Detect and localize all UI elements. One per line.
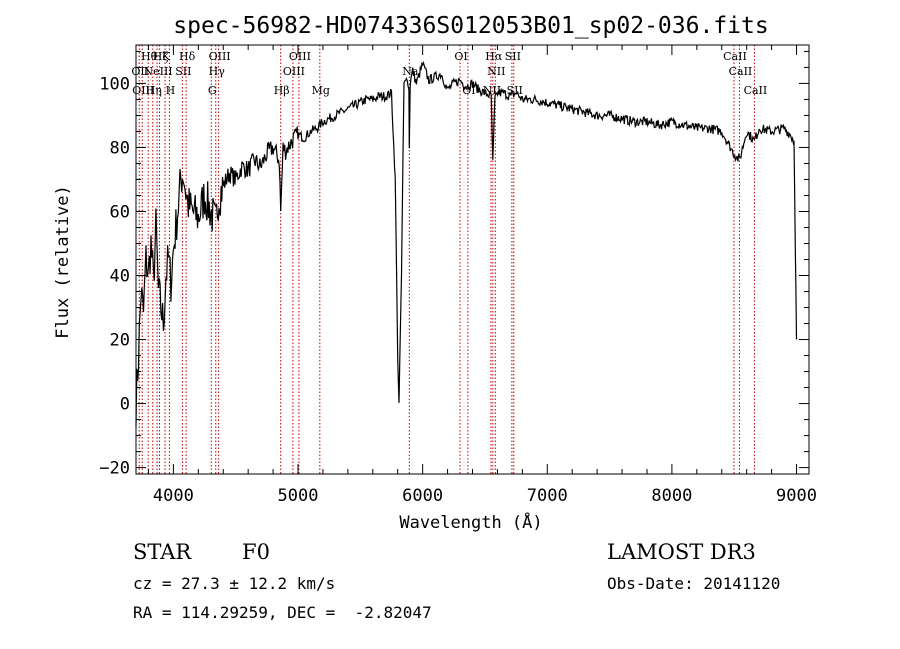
x-tick-label: 7000 bbox=[527, 486, 568, 506]
spectral-line-label: CaII bbox=[729, 65, 753, 78]
y-tick-label: 20 bbox=[110, 331, 130, 351]
x-tick-label: 6000 bbox=[402, 486, 443, 506]
spectral-line-label: NeIII bbox=[143, 65, 172, 78]
y-tick-label: 100 bbox=[99, 74, 130, 94]
spectral-line-label: OIII bbox=[209, 50, 231, 63]
subclass: F0 bbox=[242, 540, 270, 564]
y-tick-label: 40 bbox=[110, 267, 130, 287]
spectral-line-label: Hη bbox=[146, 84, 162, 97]
chart-title: spec-56982-HD074336S012053B01_sp02-036.f… bbox=[173, 13, 768, 39]
flux-series-line bbox=[135, 60, 798, 427]
y-tick-label: 80 bbox=[110, 138, 130, 158]
x-tick-label: 5000 bbox=[278, 486, 319, 506]
y-tick-label: 0 bbox=[120, 395, 130, 415]
spectral-line-label: Hα bbox=[485, 50, 503, 63]
spectral-line-label: CaII bbox=[744, 84, 768, 97]
spectral-line-label: CaII bbox=[723, 50, 747, 63]
object-type: STAR bbox=[133, 540, 192, 564]
spectral-line-labels: OIIOIIIHθHηNeIIIHζKHHδSIIGHγOIIIHβOIIIOI… bbox=[131, 50, 767, 97]
spectral-line-label: K bbox=[162, 50, 171, 63]
spectral-line-label: OIII bbox=[289, 50, 311, 63]
y-axis-label: Flux (relative) bbox=[53, 185, 73, 339]
spectral-line-label: NII bbox=[487, 65, 505, 78]
survey-name: LAMOST DR3 bbox=[607, 540, 756, 564]
spectral-line-label: Hδ bbox=[179, 50, 196, 63]
x-axis-label: Wavelength (Å) bbox=[399, 511, 542, 533]
spectral-line-label: SII bbox=[175, 65, 191, 78]
ra-dec-coordinates: RA = 114.29259, DEC = -2.82047 bbox=[133, 603, 432, 622]
x-axis-ticks: 4000 5000 6000 7000 8000 9000 bbox=[147, 45, 817, 506]
spectral-line-label: G bbox=[208, 84, 217, 97]
spectral-line-markers bbox=[138, 45, 755, 474]
x-tick-label: 8000 bbox=[651, 486, 692, 506]
spectral-line-label: Na bbox=[402, 65, 419, 78]
x-tick-label: 4000 bbox=[153, 486, 194, 506]
spectral-line-label: Hγ bbox=[209, 65, 226, 78]
spectral-line-label: OIII bbox=[283, 65, 305, 78]
y-axis-ticks: −20 0 20 40 60 80 100 bbox=[99, 50, 809, 479]
spectral-line-label: H bbox=[166, 84, 176, 97]
spectral-line-label: Mg bbox=[312, 84, 330, 97]
y-tick-label: −20 bbox=[99, 459, 130, 479]
spectral-line-label: Hβ bbox=[274, 84, 290, 97]
spectral-line-label: OIII bbox=[132, 84, 154, 97]
observation-date: Obs-Date: 20141120 bbox=[607, 574, 781, 593]
spectral-line-label: SII bbox=[505, 50, 521, 63]
redshift-velocity: cz = 27.3 ± 12.2 km/s bbox=[133, 574, 336, 593]
x-tick-label: 9000 bbox=[776, 486, 817, 506]
spectral-line-label: Hθ bbox=[141, 50, 158, 63]
spectral-line-label: OI bbox=[454, 50, 467, 63]
y-tick-label: 60 bbox=[110, 202, 130, 222]
plot-frame bbox=[135, 44, 810, 475]
spectral-line-label: Hζ bbox=[153, 50, 169, 63]
